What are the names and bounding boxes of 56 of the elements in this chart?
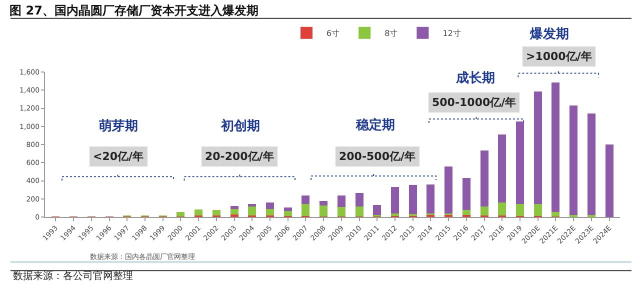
bar xyxy=(498,202,506,216)
bar xyxy=(266,202,274,209)
bar xyxy=(480,150,488,207)
bar xyxy=(516,121,524,204)
bar xyxy=(516,204,524,216)
legend-label: 8寸 xyxy=(384,28,398,38)
source-note: 数据来源：各公司官网整理 xyxy=(13,270,133,282)
bar xyxy=(534,91,542,204)
bar xyxy=(480,206,488,216)
bar xyxy=(355,206,364,217)
bar xyxy=(302,196,310,204)
annotation: 稳定期 xyxy=(355,117,395,133)
bar xyxy=(587,114,596,216)
bar xyxy=(408,184,417,214)
bar xyxy=(176,212,185,217)
chart-title: 图 27、国内晶圆厂存储厂资本开支进入爆发期 xyxy=(10,3,258,18)
bar xyxy=(320,206,328,217)
bar xyxy=(390,213,400,216)
bar xyxy=(462,210,470,216)
bar xyxy=(194,209,203,216)
annotation: 20-200亿/年 xyxy=(205,150,274,163)
bar xyxy=(373,205,382,216)
legend-label: 12寸 xyxy=(442,28,461,38)
bar xyxy=(498,134,506,202)
annotation: 初创期 xyxy=(220,118,260,134)
annotation: <20亿/年 xyxy=(93,150,144,163)
bar xyxy=(552,212,560,217)
bar xyxy=(284,211,292,216)
bar xyxy=(230,208,238,214)
bar xyxy=(570,106,578,216)
bar xyxy=(534,204,542,216)
bar xyxy=(212,210,220,216)
annotation: 500-1000亿/年 xyxy=(432,96,516,109)
bar xyxy=(230,206,238,209)
bar xyxy=(426,184,435,214)
bar xyxy=(266,208,274,216)
bar xyxy=(284,207,292,212)
bar xyxy=(248,206,256,216)
bar xyxy=(355,192,364,207)
bar xyxy=(230,214,238,217)
bar xyxy=(320,201,328,206)
text: 爆发期 xyxy=(529,27,569,42)
annotation: 成长期 xyxy=(455,71,495,86)
bar xyxy=(302,204,310,216)
bar xyxy=(444,166,453,214)
bar xyxy=(462,178,470,210)
bar xyxy=(552,82,560,212)
bar xyxy=(337,207,346,217)
text: >1000亿/年 xyxy=(526,50,592,63)
bar xyxy=(337,195,346,208)
annotation: 萌芽期 xyxy=(98,118,138,134)
annotation: 200-500亿/年 xyxy=(339,150,416,163)
bar xyxy=(605,144,614,217)
legend-label: 6寸 xyxy=(326,28,340,38)
bar xyxy=(390,187,400,214)
bar xyxy=(248,204,256,207)
